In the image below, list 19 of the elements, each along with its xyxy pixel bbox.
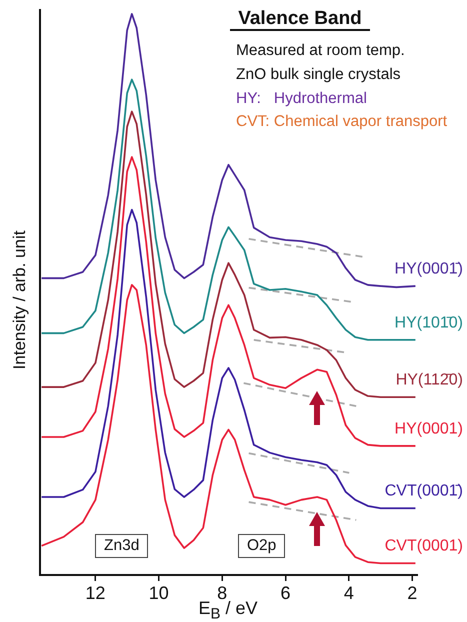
x-tick-label: 10: [148, 582, 169, 603]
chart-title: Valence Band: [230, 8, 370, 31]
annotation: ZnO bulk single crystals: [236, 65, 401, 85]
series-label: HY(112̄0): [396, 372, 463, 389]
annotation: O2p: [238, 534, 286, 558]
annotation: CVT: Chemical vapor transport: [236, 112, 448, 132]
annotation: Zn3d: [95, 534, 148, 558]
y-axis-title: Intensity / arb. unit: [10, 230, 30, 370]
x-tick-label: 2: [407, 582, 418, 603]
series-label: CVT(0001): [384, 538, 463, 555]
series-label: HY(101̄0): [394, 314, 463, 332]
x-tick-label: 12: [85, 582, 106, 603]
x-tick-label: 6: [280, 582, 291, 603]
annotation: Measured at room temp.: [236, 41, 405, 61]
x-tick-label: 4: [344, 582, 354, 603]
annotation: HY: Hydrothermal: [236, 89, 367, 109]
series-label: HY(0001̄): [394, 260, 463, 278]
series-label: HY(0001): [394, 420, 463, 438]
series-label: CVT(0001̄): [384, 482, 463, 500]
